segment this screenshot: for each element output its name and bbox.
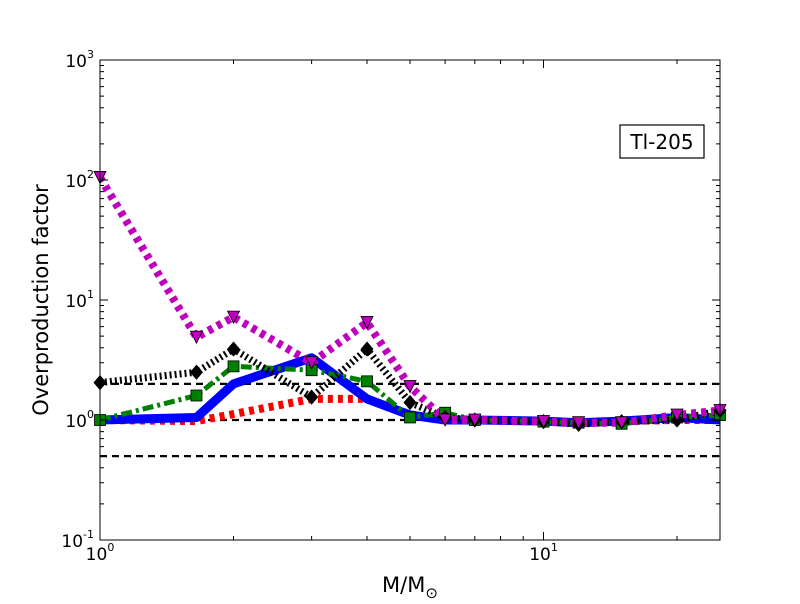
y-tick-label: 102	[65, 168, 94, 192]
markers-group	[93, 171, 727, 432]
marker-triangle-down	[438, 413, 452, 427]
marker-triangle-down	[670, 408, 684, 422]
x-tick-label: 101	[529, 541, 558, 565]
annotation-box: Tl-205	[619, 124, 705, 159]
marker-triangle-down	[403, 380, 417, 394]
marker-diamond	[360, 341, 374, 357]
x-tick-label: 100	[86, 541, 115, 565]
marker-triangle-down	[536, 415, 551, 429]
marker-square	[227, 360, 240, 373]
marker-diamond	[305, 389, 319, 405]
marker-triangle-down	[571, 416, 586, 430]
x-axis-label: M/M⊙	[382, 573, 438, 600]
marker-triangle-down	[304, 356, 319, 370]
marker-square	[404, 411, 416, 424]
marker-diamond	[189, 364, 203, 380]
y-axis-label: Overproduction factor	[29, 184, 53, 416]
marker-triangle-down	[226, 310, 241, 325]
marker-square	[190, 389, 203, 402]
marker-triangle-down	[614, 416, 629, 430]
marker-triangle-down	[468, 413, 482, 427]
plot-area	[100, 60, 720, 540]
marker-square	[361, 375, 373, 388]
marker-diamond	[403, 394, 417, 411]
annotation-label: Tl-205	[629, 130, 693, 154]
marker-triangle-down	[189, 330, 204, 345]
y-tick-label: 10-1	[61, 528, 94, 552]
marker-triangle-down	[360, 316, 374, 330]
marker-diamond	[226, 341, 241, 357]
y-tick-label: 103	[65, 48, 94, 72]
y-tick-label: 101	[65, 288, 94, 312]
y-tick-label: 100	[65, 408, 94, 432]
